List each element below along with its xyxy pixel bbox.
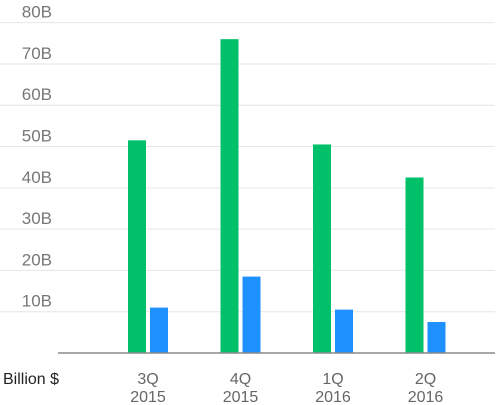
y-tick-label: 30B [22,209,52,228]
x-tick-label: 2Q 2016 [408,371,444,405]
bars [128,39,446,354]
bar [128,140,146,353]
bar [405,177,424,353]
gridlines [0,22,495,313]
y-tick-label: 50B [22,127,52,146]
bar [242,276,261,353]
y-axis-ticks: 10B 20B 30B 40B 50B 60B 70B 80B [22,3,52,311]
x-tick-label: 3Q 2015 [130,371,166,405]
y-tick-label: 10B [22,292,52,311]
bar [220,39,239,354]
y-tick-label: 20B [22,250,52,269]
x-tick-label: 4Q 2015 [223,371,259,405]
y-tick-label: 40B [22,168,52,187]
y-tick-label: 80B [22,3,52,22]
y-tick-label: 70B [22,44,52,63]
x-axis-ticks: 3Q 2015 4Q 2015 1Q 2016 2Q 2016 [130,371,443,405]
x-tick-label: 1Q 2016 [315,371,351,405]
y-tick-label: 60B [22,85,52,104]
bar [150,307,168,353]
bar [313,144,331,353]
y-unit-label: Billion $ [3,371,59,388]
bar [335,309,353,353]
bar [427,322,446,353]
